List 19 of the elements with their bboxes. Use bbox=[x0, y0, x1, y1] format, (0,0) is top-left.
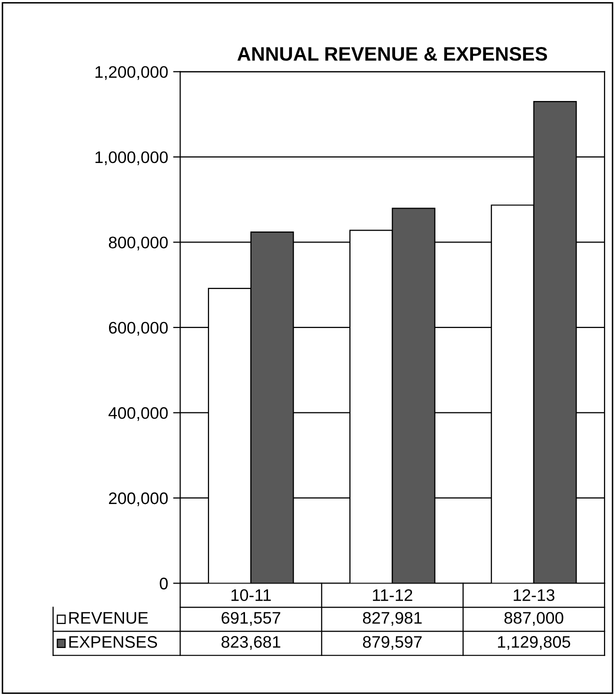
legend-label: REVENUE bbox=[69, 612, 148, 624]
y-tick-label: 200,000 bbox=[108, 492, 168, 506]
y-tick-label: 0 bbox=[160, 578, 168, 590]
y-tick-label: 600,000 bbox=[108, 322, 168, 336]
data-label: 691,557 bbox=[222, 612, 280, 626]
data-label: 879,597 bbox=[362, 636, 422, 650]
chart-title: ANNUAL REVENUE & EXPENSES bbox=[237, 47, 548, 61]
x-tick-label: 11-12 bbox=[372, 589, 412, 601]
data-label: 1,129,805 bbox=[498, 636, 570, 650]
y-tick-label: 800,000 bbox=[108, 236, 168, 250]
legend-label: EXPENSES bbox=[69, 636, 158, 648]
data-label: 887,000 bbox=[504, 612, 564, 626]
x-tick-label: 10-11 bbox=[231, 589, 271, 602]
data-label: 827,981 bbox=[362, 612, 422, 626]
y-tick-label: 400,000 bbox=[108, 407, 168, 421]
y-tick-label: 1,000,000 bbox=[96, 151, 168, 166]
y-tick-label: 1,200,000 bbox=[96, 66, 168, 80]
x-tick-label: 12-13 bbox=[514, 589, 554, 602]
data-label: 823,681 bbox=[222, 636, 280, 650]
